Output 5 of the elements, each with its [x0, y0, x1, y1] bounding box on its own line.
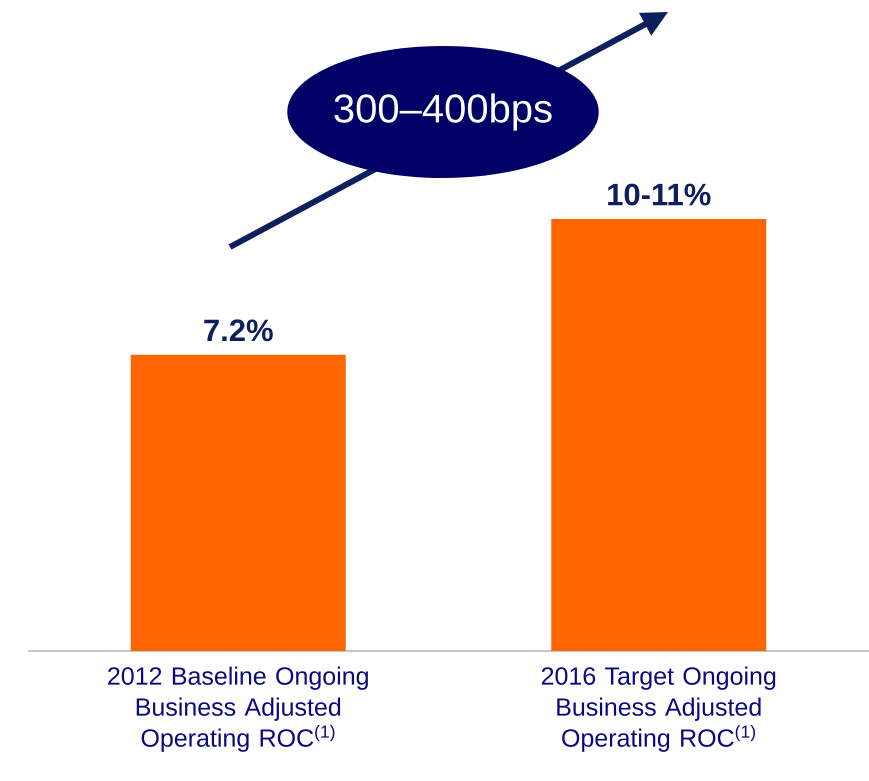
data-label: 10-11%: [608, 184, 710, 206]
text: 300–400bps: [334, 93, 552, 131]
x-tick-label: 2012 Baseline Ongoing Business Adjusted Operating ROC$^{(1)}$: [108, 666, 368, 752]
data-label: 7.2%: [204, 319, 273, 342]
x-tick-label: 2016 Target Ongoing Business Adjusted Operating ROC$^{(1)}$: [542, 666, 776, 752]
